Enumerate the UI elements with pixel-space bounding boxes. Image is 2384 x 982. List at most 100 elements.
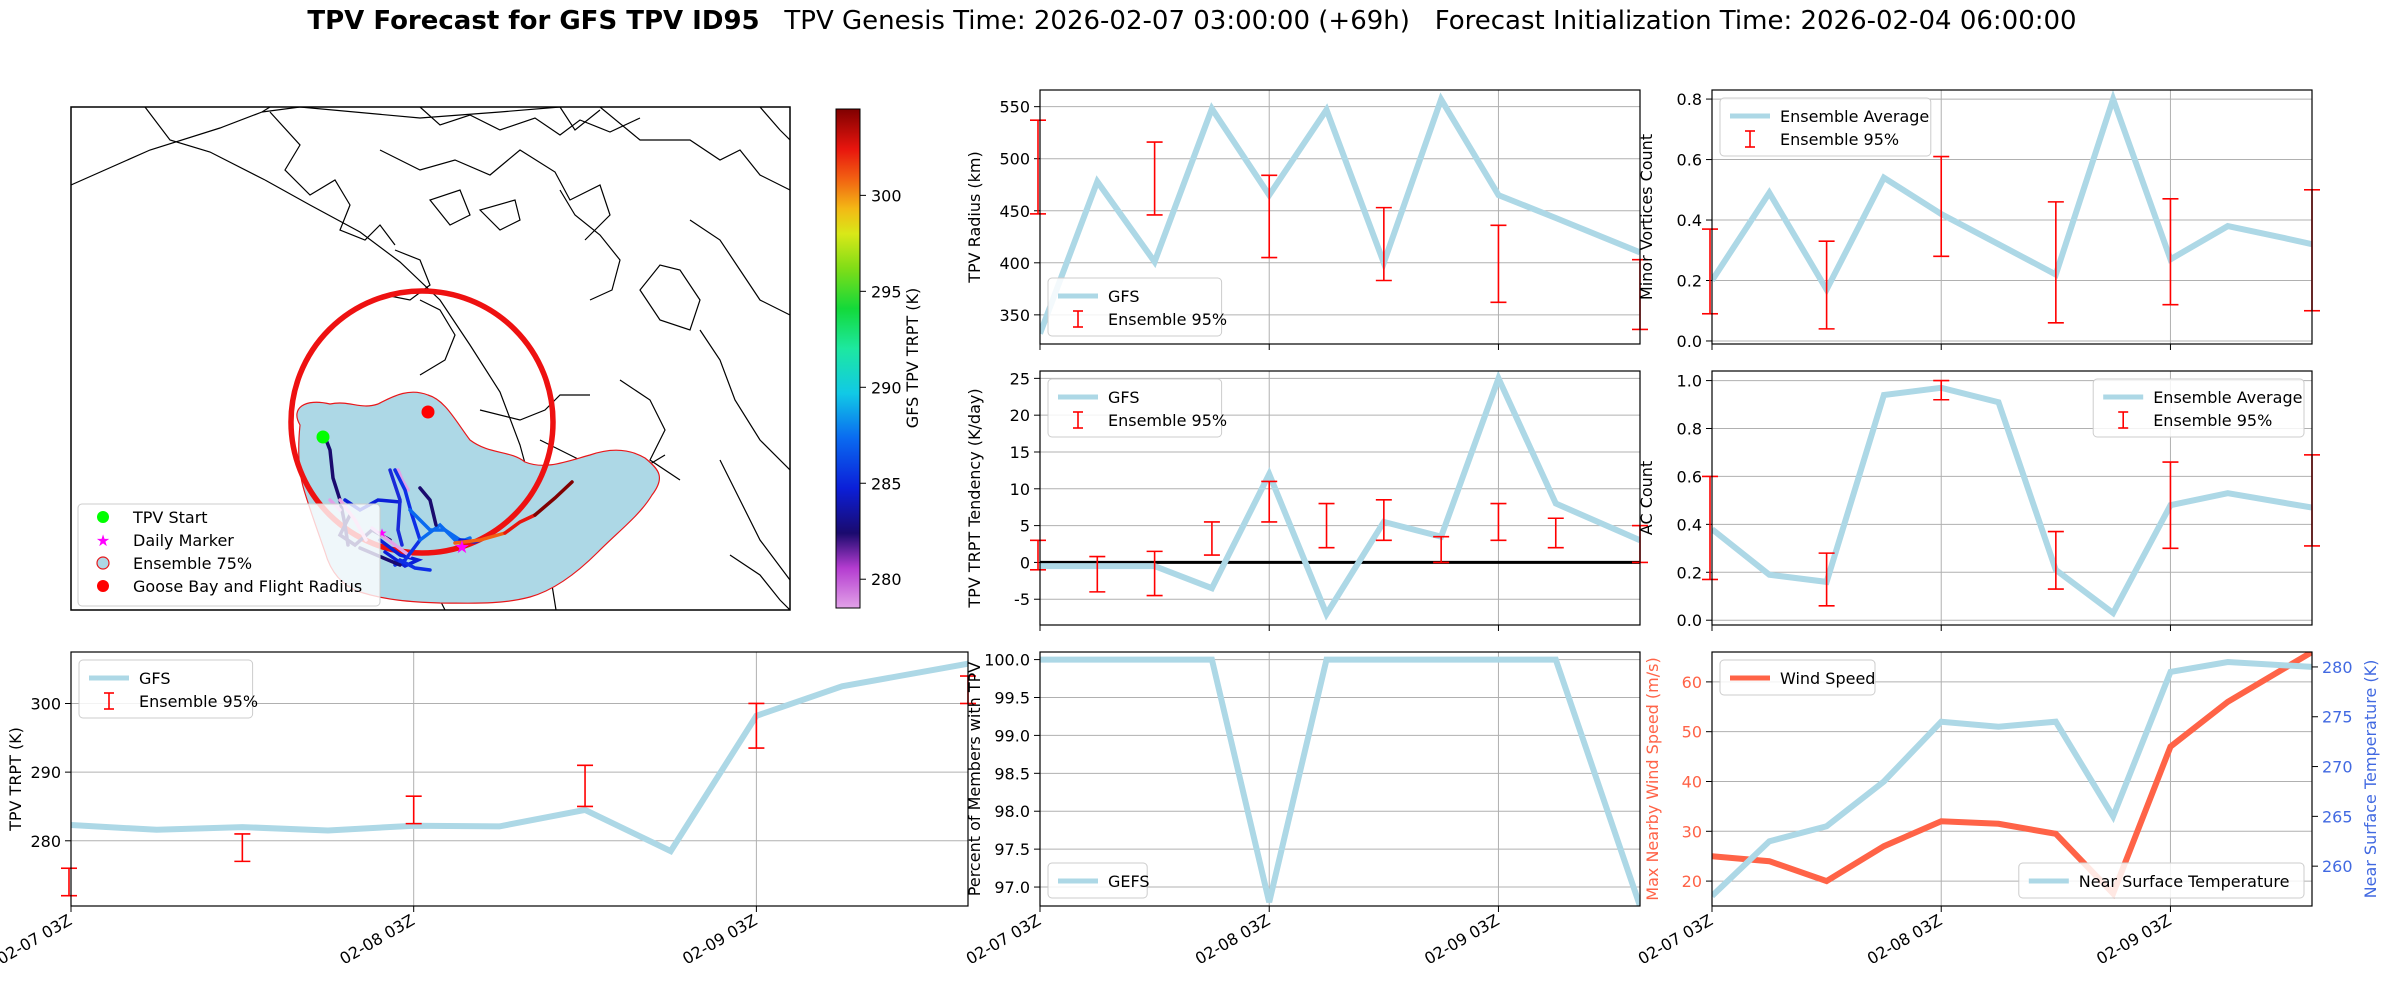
legend-map-1: Daily Marker	[133, 531, 234, 550]
y-tick-label: 550	[999, 98, 1030, 117]
error-bar	[1375, 499, 1392, 542]
plot-frame	[70, 651, 969, 907]
error-bar	[1089, 555, 1106, 593]
y-tick-label: 98.5	[994, 764, 1030, 783]
x-tick-label: 02-07 03Z	[963, 910, 1044, 968]
x-tick-label: 02-07 03Z	[0, 910, 75, 968]
figure-title: TPV Forecast for GFS TPV ID95 TPV Genesi…	[0, 6, 2384, 36]
y-tick-label: 40	[1682, 772, 1702, 791]
plot-frame	[1039, 370, 1641, 626]
y-tick-label: 50	[1682, 723, 1702, 742]
legend-map-3: Goose Bay and Flight Radius	[133, 577, 362, 596]
map-legend: TPV Start ★ Daily Marker Ensemble 75% Go…	[77, 503, 381, 607]
y-tick-label: 20	[1682, 872, 1702, 891]
error-bar	[2047, 201, 2064, 324]
y-tick-label: 0.4	[1677, 211, 1702, 230]
error-bar	[1318, 502, 1335, 549]
legend-map-0: TPV Start	[132, 508, 208, 527]
colorbar-tick-label: 285	[871, 474, 902, 493]
error-bar	[1030, 119, 1046, 215]
x-tick-label: 02-09 03Z	[2093, 910, 2174, 968]
map-panel: ★ ★ TPV Start ★ Daily Marker Ensemble 75…	[70, 106, 922, 611]
x-tick-label: 02-09 03Z	[1421, 910, 1502, 968]
legend: GFS Ensemble 95%	[1047, 378, 1227, 438]
tpv-start-marker	[316, 430, 330, 444]
error-bar	[2047, 530, 2064, 590]
legend-label: Ensemble Average	[1780, 107, 1929, 126]
y-right-axis-label: Near Surface Temperature (K)	[2361, 660, 2380, 899]
series-line-1	[1712, 658, 2312, 899]
y-tick-label: 280	[30, 832, 61, 851]
y-tick-label: 98.0	[994, 802, 1030, 821]
error-bar	[2162, 198, 2179, 306]
legend-label: GEFS	[1108, 872, 1150, 891]
x-tick-label: 02-09 03Z	[679, 910, 760, 968]
daily-marker-star-icon: ★	[96, 531, 110, 550]
y-tick-label: 97.5	[994, 840, 1030, 859]
ensemble-patch-icon	[96, 556, 110, 570]
chart-panel-percent: 97.0 97.5 98.0 98.5 99.0 99.5 100.0 02-07 03Z 02…	[963, 651, 1641, 968]
plot-area	[1040, 371, 1640, 621]
error-bar	[1702, 475, 1718, 581]
y-axis-label: Percent of Members with TPV	[965, 662, 984, 896]
error-bar	[1933, 379, 1950, 401]
y-tick-label: 300	[30, 694, 61, 713]
tpv-start-circle-icon	[97, 511, 109, 523]
legend: GFS Ensemble 95%	[78, 659, 258, 719]
y-tick-label: 0.2	[1677, 563, 1702, 582]
colorbar-tick-label: 295	[871, 282, 902, 301]
legend-box	[1047, 378, 1223, 438]
plot-area	[1712, 90, 2312, 296]
daily-marker-star: ★	[454, 537, 470, 558]
error-bar	[1547, 517, 1564, 549]
error-bar	[577, 764, 594, 808]
y-right-tick-label: 265	[2322, 807, 2353, 826]
y-tick-label: 100.0	[984, 651, 1030, 670]
legend-label: Near Surface Temperature	[2079, 872, 2290, 891]
goose-bay-marker	[421, 405, 435, 419]
y-tick-label: 450	[999, 202, 1030, 221]
y-tick-label: 5	[1020, 517, 1030, 536]
y-tick-label: 290	[30, 763, 61, 782]
x-tick-label: 02-07 03Z	[1635, 910, 1716, 968]
y-axis-label: TPV TRPT Tendency (K/day)	[965, 388, 984, 608]
legend-label: Ensemble 95%	[2153, 411, 2272, 430]
figure-title-bold: TPV Forecast for GFS TPV ID95	[307, 6, 760, 36]
y-tick-label: 0.2	[1677, 272, 1702, 291]
map-frame	[70, 106, 791, 611]
chart-panel-wind: 20 30 40 50 60 02-07 03Z 02-08 03Z 02-09 03Z Max…	[1635, 651, 2380, 968]
x-tick-label: 02-08 03Z	[1864, 910, 1945, 968]
legend-label: Ensemble 95%	[1108, 411, 1227, 430]
daily-marker-star-2: ★	[377, 526, 388, 540]
y-right-tick-label: 260	[2322, 857, 2353, 876]
legend: Near Surface Temperature	[2018, 862, 2305, 899]
error-bar	[1030, 539, 1046, 571]
colorbar: 280 285 290 295 300 GFS TPV TRPT (K)	[835, 108, 922, 609]
y-tick-label: 97.0	[994, 878, 1030, 897]
y-tick-label: 350	[999, 306, 1030, 325]
series-line-0	[1712, 384, 2312, 618]
y-axis-label: Max Nearby Wind Speed (m/s)	[1643, 657, 1662, 900]
legend-label: Wind Speed	[1780, 669, 1875, 688]
legend: Wind Speed	[1719, 659, 1876, 696]
y-tick-label: 0	[1020, 553, 1030, 572]
plot-area	[71, 660, 968, 855]
y-tick-label: 60	[1682, 673, 1702, 692]
chart-panel-trpt: 280 290 300 02-07 03Z 02-08 03Z 02-09 03Z TPV …	[0, 651, 976, 968]
error-bar	[1261, 174, 1278, 259]
y-tick-label: 0.6	[1677, 467, 1702, 486]
y-tick-label: 400	[999, 254, 1030, 273]
y-axis-label: TPV TRPT (K)	[6, 727, 25, 832]
series-line-0	[1040, 371, 1640, 621]
series-line-0	[1712, 90, 2312, 296]
legend-box	[1719, 97, 1932, 157]
y-axis-label: AC Count	[1637, 461, 1656, 535]
error-bar	[1818, 552, 1835, 607]
y-tick-label: 0.0	[1677, 611, 1702, 630]
y-tick-label: 25	[1010, 369, 1030, 388]
legend: Ensemble Average Ensemble 95%	[1719, 97, 1932, 157]
legend-label: GFS	[1108, 287, 1139, 306]
legend-box	[78, 659, 254, 719]
error-bar	[234, 833, 251, 863]
